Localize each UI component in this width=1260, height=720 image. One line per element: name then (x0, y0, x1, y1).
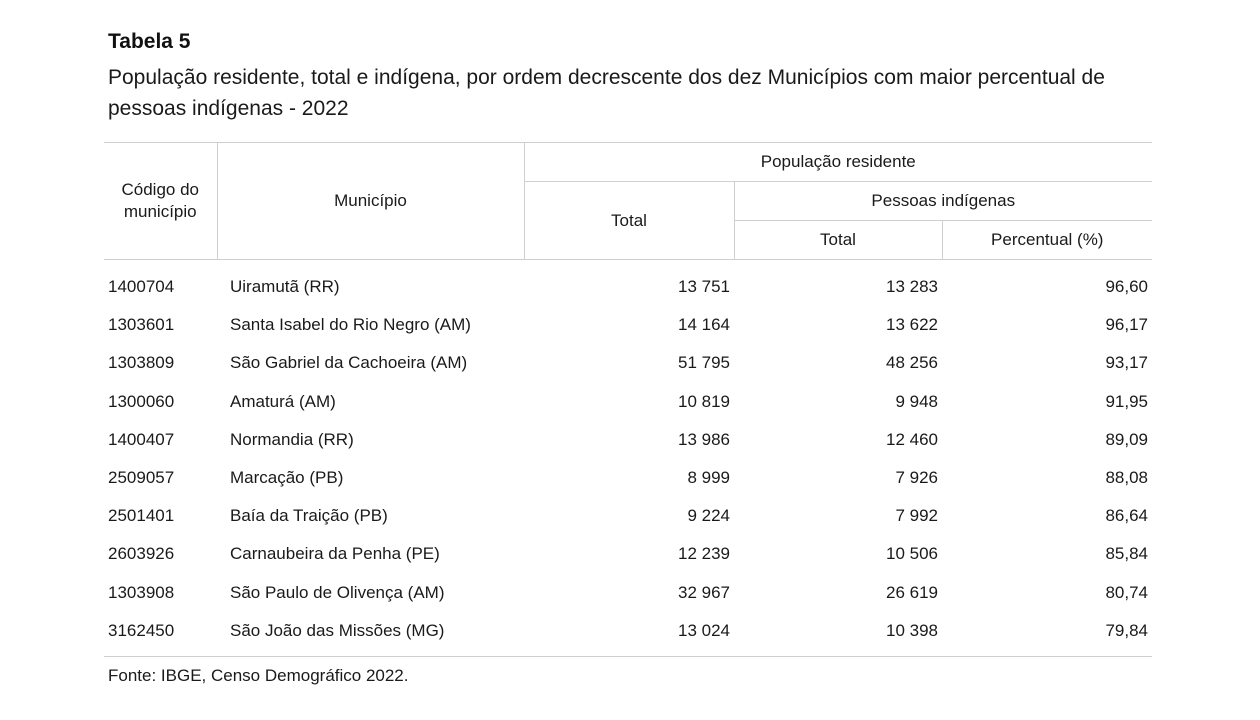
cell-percentual: 85,84 (1105, 544, 1149, 564)
cell-indigenas-total: 7 992 (895, 506, 938, 526)
cell-indigenas-total: 9 948 (895, 391, 938, 411)
cell-total: 10 819 (678, 391, 730, 411)
cell-municipio: São Gabriel da Cachoeira (AM) (230, 353, 468, 373)
cell-codigo: 1400704 (108, 277, 175, 297)
cell-total: 13 024 (524, 611, 734, 657)
table-header: Código do município Município População … (104, 142, 1153, 260)
cell-total: 13 986 (678, 429, 730, 449)
cell-total: 9 224 (687, 506, 730, 526)
header-populacao-residente: População residente (523, 142, 1153, 182)
table-row: 1303908 São Paulo de Olivença (AM) 32 967 2… (104, 574, 1152, 612)
table-body: 1400704 Uiramutã (RR) 13 751 13 283 96,60 130… (104, 260, 1153, 657)
cell-municipio: Normandia (RR) (230, 429, 354, 449)
table-row: 2603926 Carnaubeira da Penha (PE) 12 239 10… (104, 535, 1152, 573)
cell-total: 14 164 (678, 315, 730, 335)
table-row: 1400704 Uiramutã (RR) 13 751 13 283 96,60 (104, 260, 1152, 307)
cell-total: 12 239 (678, 544, 730, 564)
cell-indigenas-total: 10 506 (886, 544, 938, 564)
table-row: 1300060 Amaturá (AM) 10 819 9 948 91,95 (104, 383, 1152, 421)
cell-indigenas-total: 26 619 (886, 582, 938, 602)
table-row: 2501401 Baía da Traição (PB) 9 224 7 992 86,… (104, 497, 1152, 535)
cell-percentual: 96,60 (1105, 277, 1149, 297)
cell-indigenas-total: 13 283 (886, 277, 938, 297)
cell-percentual: 91,95 (1105, 391, 1149, 411)
cell-municipio: São João das Missões (MG) (217, 611, 524, 657)
cell-municipio: Amaturá (AM) (230, 391, 336, 411)
cell-total: 8 999 (687, 468, 730, 488)
cell-percentual: 93,17 (1105, 353, 1149, 373)
header-pessoas-indigenas: Pessoas indígenas (733, 181, 1153, 221)
table-label: Tabela 5 (108, 30, 191, 53)
cell-indigenas-total: 10 398 (734, 611, 942, 657)
table-row: 1400407 Normandia (RR) 13 986 12 460 89,09 (104, 421, 1152, 459)
cell-municipio: São Paulo de Olivença (AM) (230, 582, 445, 602)
table-row: 3162450 São João das Missões (MG) 13 024 10… (104, 611, 1153, 657)
table-row: 2509057 Marcação (PB) 8 999 7 926 88,08 (104, 459, 1152, 497)
cell-indigenas-total: 12 460 (886, 429, 938, 449)
data-table: Código do município Município População … (104, 142, 1153, 657)
cell-total: 13 751 (678, 277, 730, 297)
cell-percentual: 86,64 (1105, 506, 1149, 526)
cell-percentual: 88,08 (1105, 468, 1149, 488)
header-municipio: Município (216, 142, 524, 260)
cell-codigo: 2501401 (108, 506, 175, 526)
cell-percentual: 79,84 (942, 611, 1153, 657)
cell-municipio: Baía da Traição (PB) (230, 506, 388, 526)
cell-indigenas-total: 7 926 (895, 468, 938, 488)
cell-percentual: 96,17 (1105, 315, 1149, 335)
cell-percentual: 80,74 (1105, 582, 1149, 602)
cell-codigo: 2509057 (108, 468, 175, 488)
cell-indigenas-total: 48 256 (886, 353, 938, 373)
cell-codigo: 1400407 (108, 429, 175, 449)
cell-municipio: Marcação (PB) (230, 468, 344, 488)
cell-codigo: 1303601 (108, 315, 175, 335)
cell-total: 51 795 (678, 353, 730, 373)
header-percentual: Percentual (%) (941, 220, 1153, 260)
header-codigo: Código do município (104, 142, 217, 260)
table-row: 1303809 São Gabriel da Cachoeira (AM) 51 7… (104, 344, 1152, 382)
cell-municipio: Uiramutã (RR) (230, 277, 340, 297)
cell-indigenas-total: 13 622 (886, 315, 938, 335)
cell-codigo: 1303809 (108, 353, 175, 373)
cell-municipio: Santa Isabel do Rio Negro (AM) (230, 315, 471, 335)
header-indigenas-total: Total (733, 220, 942, 260)
cell-codigo: 1303908 (108, 582, 175, 602)
header-total: Total (523, 181, 734, 260)
cell-municipio: Carnaubeira da Penha (PE) (230, 544, 440, 564)
cell-codigo: 1300060 (108, 391, 175, 411)
cell-codigo: 3162450 (104, 611, 217, 657)
cell-codigo: 2603926 (108, 544, 175, 564)
cell-total: 32 967 (678, 582, 730, 602)
table-source: Fonte: IBGE, Censo Demográfico 2022. (108, 666, 409, 685)
table-row: 1303601 Santa Isabel do Rio Negro (AM) 14 … (104, 306, 1152, 344)
table-title: População residente, total e indígena, p… (108, 66, 1105, 120)
cell-percentual: 89,09 (1105, 429, 1149, 449)
